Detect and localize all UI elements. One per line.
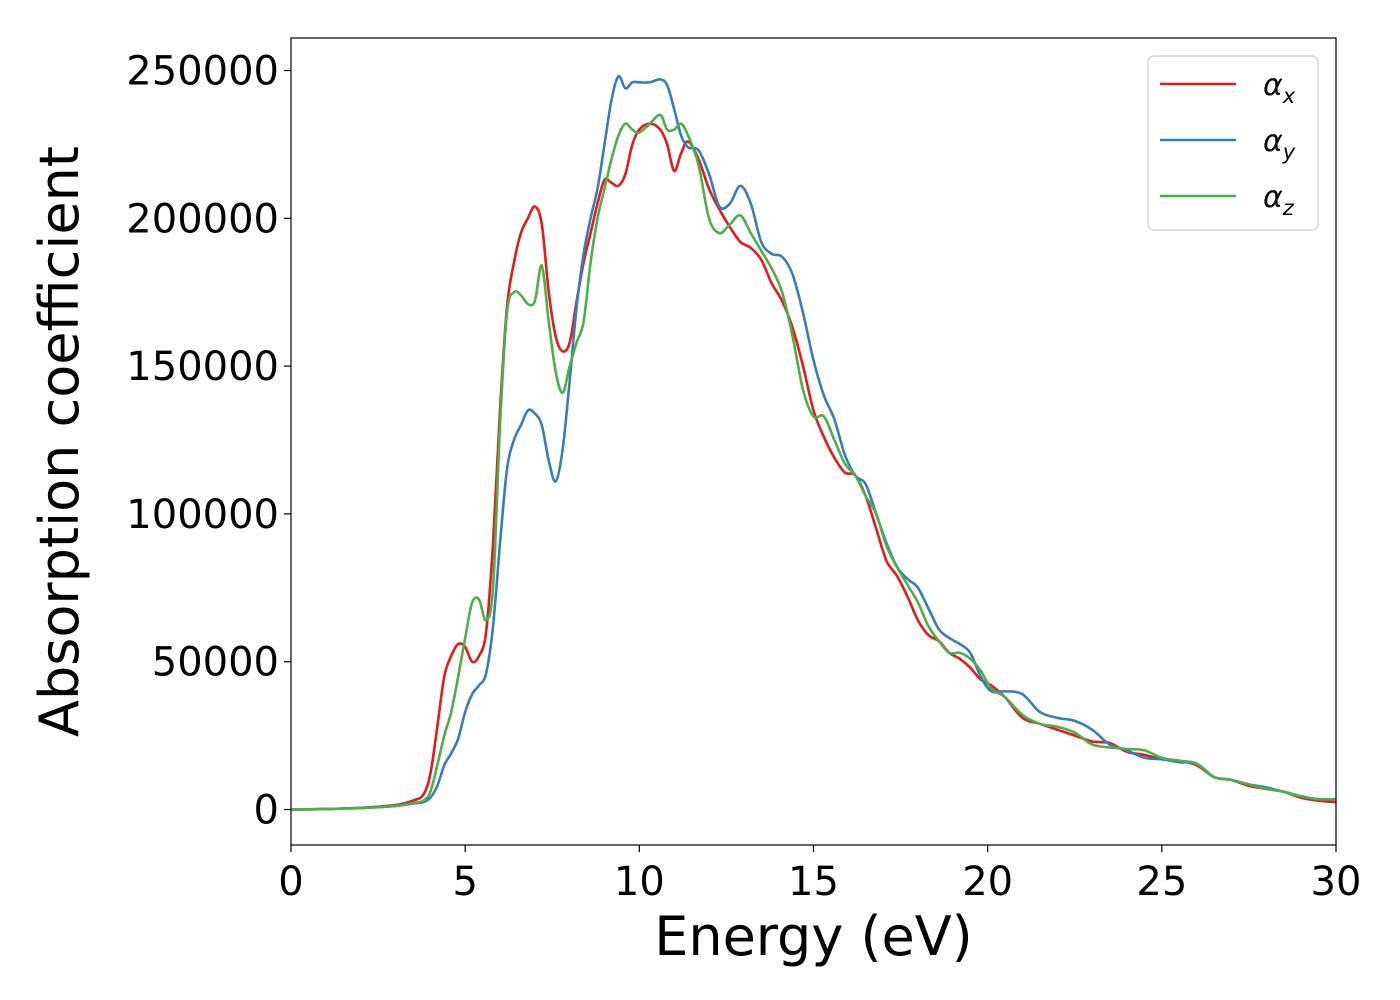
series-line-x [291, 122, 1336, 811]
legend-label-subscript: z [1282, 196, 1295, 220]
y-tick-label: 50000 [152, 640, 279, 686]
y-tick-label: 0 [254, 788, 279, 834]
y-tick-label: 200000 [126, 196, 279, 242]
y-axis-ticks: 0 50000 100000 150000 200000 250000 [126, 49, 291, 834]
legend-label-base: α [1263, 68, 1283, 103]
x-tick-label: 30 [1311, 859, 1362, 905]
legend-label-subscript: x [1282, 84, 1296, 108]
series-lines [291, 75, 1336, 811]
x-axis-ticks: 0 5 10 15 20 25 30 [278, 845, 1361, 905]
x-axis-title: Energy (eV) [654, 905, 973, 968]
y-tick-label: 100000 [126, 492, 279, 538]
series-line-z [291, 113, 1336, 811]
y-tick-label: 250000 [126, 49, 279, 95]
legend-label-subscript: y [1282, 140, 1296, 164]
y-tick-label: 150000 [126, 344, 279, 390]
legend-label-x: αx [1263, 68, 1296, 108]
legend-label-base: α [1263, 180, 1283, 215]
legend-label-base: α [1263, 124, 1283, 159]
legend-box [1147, 55, 1319, 231]
x-tick-label: 5 [452, 859, 477, 905]
x-tick-label: 20 [962, 859, 1013, 905]
y-axis-title: Absorption coefficient [28, 146, 91, 737]
x-tick-label: 25 [1136, 859, 1187, 905]
legend-label-y: αy [1263, 124, 1296, 164]
legend-label-z: αz [1263, 180, 1295, 220]
series-line-y [291, 75, 1336, 811]
x-tick-label: 0 [278, 859, 303, 905]
x-tick-label: 15 [788, 859, 839, 905]
x-tick-label: 10 [614, 859, 665, 905]
